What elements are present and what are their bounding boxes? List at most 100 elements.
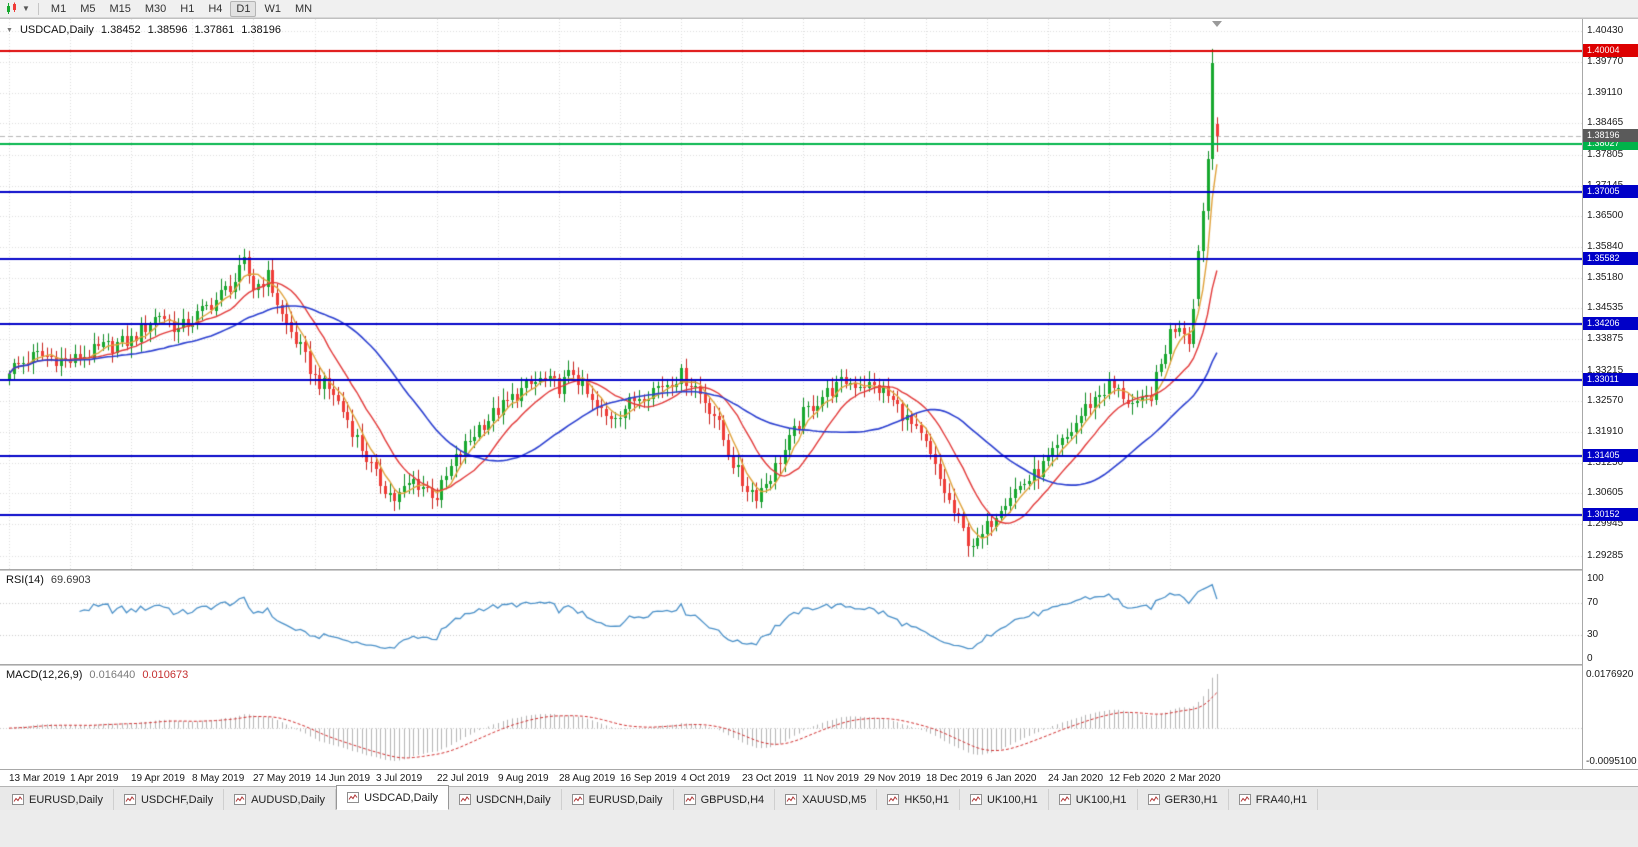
price-level-tag[interactable]: 1.37005 xyxy=(1583,185,1638,199)
chart-tab-icon xyxy=(123,794,136,805)
current-price-tag: 1.38196 xyxy=(1583,129,1638,143)
price-level-tag[interactable]: 1.33011 xyxy=(1583,373,1638,387)
chart-tab-label: EURUSD,Daily xyxy=(588,793,663,806)
time-axis-label: 22 Jul 2019 xyxy=(437,773,489,784)
chart-tab-xauusd-m5[interactable]: XAUUSD,M5 xyxy=(775,789,878,810)
chart-tab-icon xyxy=(234,794,247,805)
time-axis-label: 19 Apr 2019 xyxy=(131,773,185,784)
chart-tab-eurusd-daily[interactable]: EURUSD,Daily xyxy=(2,789,114,810)
price-axis-label: 1.29285 xyxy=(1587,549,1624,561)
time-axis: 13 Mar 2019 1 Apr 2019 19 Apr 2019 8 May 20… xyxy=(0,769,1638,787)
chart-tab-uk100-h1[interactable]: UK100,H1 xyxy=(1048,789,1138,810)
price-level-tag[interactable]: 1.34206 xyxy=(1583,316,1638,330)
price-axis-label: 1.31250 xyxy=(1587,457,1624,469)
pane-separator-macd[interactable] xyxy=(0,664,1638,666)
price-axis-label: 1.35840 xyxy=(1587,241,1624,252)
chart-type-icon[interactable] xyxy=(4,2,22,16)
price-axis-label: 1.33215 xyxy=(1587,364,1624,376)
time-axis-label: 24 Jan 2020 xyxy=(1048,773,1104,784)
macd-scale-max-label: 0.0176920 xyxy=(1586,669,1634,680)
chart-tab-hk50-h1[interactable]: HK50,H1 xyxy=(877,789,960,810)
chart-tab-label: GER30,H1 xyxy=(1164,793,1218,806)
ohlc-open-value: 1.38452 xyxy=(100,24,141,36)
price-axis-label: 1.32570 xyxy=(1587,394,1624,406)
price-axis-label: 1.30605 xyxy=(1587,487,1624,499)
chart-window: ▼ USDCAD,Daily 1.38452 1.38596 1.37861 1… xyxy=(0,18,1638,787)
price-level-tag[interactable]: 1.31405 xyxy=(1583,448,1638,462)
timeframe-button-w1[interactable]: W1 xyxy=(264,2,281,15)
timeframe-button-m15[interactable]: M15 xyxy=(109,2,131,15)
one-click-trading-arrow-icon[interactable]: ▼ xyxy=(6,26,13,34)
chart-tab-label: GBPUSD,H4 xyxy=(700,793,765,806)
price-axis-label: 1.39110 xyxy=(1587,87,1623,99)
rsi-scale-label: 70 xyxy=(1587,597,1599,608)
macd-pane-canvas[interactable] xyxy=(0,666,1582,769)
time-axis-label: 13 Mar 2019 xyxy=(9,773,66,784)
chart-tab-label: FRA40,H1 xyxy=(1255,793,1308,806)
timeframe-button-m5[interactable]: M5 xyxy=(80,2,96,15)
chart-tab-label: UK100,H1 xyxy=(1075,793,1127,806)
chart-tab-label: USDCHF,Daily xyxy=(140,793,214,806)
timeframe-button-m1[interactable]: M1 xyxy=(50,2,67,15)
chart-tab-icon xyxy=(785,794,798,805)
time-axis-label: 1 Apr 2019 xyxy=(70,773,119,784)
price-axis-label: 1.37805 xyxy=(1587,148,1624,160)
main-chart-canvas[interactable] xyxy=(0,19,1582,569)
chart-tab-icon xyxy=(1238,794,1251,805)
chart-tab-fra40-h1[interactable]: FRA40,H1 xyxy=(1228,789,1319,810)
time-axis-label: 29 Nov 2019 xyxy=(864,773,921,784)
chart-tab-label: AUDUSD,Daily xyxy=(251,793,326,806)
chart-tab-audusd-daily[interactable]: AUDUSD,Daily xyxy=(224,789,337,810)
toolbar: ▼ M1 M5 M15 M30 H1 H4 D1 W1 MN xyxy=(0,0,1638,18)
chart-tab-usdcnh-daily[interactable]: USDCNH,Daily xyxy=(449,789,562,810)
price-axis-label: 1.29945 xyxy=(1587,518,1624,530)
price-axis-label: 1.37145 xyxy=(1587,180,1623,191)
chart-tab-ger30-h1[interactable]: GER30,H1 xyxy=(1137,789,1229,810)
timeframe-button-mn[interactable]: MN xyxy=(294,2,313,15)
chart-tab-label: XAUUSD,M5 xyxy=(802,793,867,806)
time-axis-label: 3 Jul 2019 xyxy=(376,773,423,784)
timeframe-button-h1[interactable]: H1 xyxy=(180,2,195,15)
rsi-value: 69.6903 xyxy=(50,574,91,586)
chart-shift-marker[interactable] xyxy=(1212,21,1222,27)
time-axis-label: 6 Jan 2020 xyxy=(987,773,1037,784)
price-axis-label: 1.38465 xyxy=(1587,117,1624,129)
time-axis-label: 18 Dec 2019 xyxy=(926,773,983,784)
candlestick-icon xyxy=(7,2,16,14)
price-level-tag[interactable]: 1.40004 xyxy=(1583,44,1638,58)
chart-tab-label: USDCAD,Daily xyxy=(364,791,439,804)
chart-type-dropdown-caret[interactable]: ▼ xyxy=(22,4,30,13)
ohlc-high-value: 1.38596 xyxy=(147,24,188,36)
price-level-tag[interactable]: 1.35582 xyxy=(1583,252,1638,266)
chart-tab-icon xyxy=(1058,794,1071,805)
timeframe-button-d1[interactable]: D1 xyxy=(230,0,257,17)
chart-tab-label: USDCNH,Daily xyxy=(476,793,551,806)
chart-tabbar: EURUSD,Daily USDCHF,Daily AUDUSD,Daily USDC… xyxy=(0,785,1638,810)
time-axis-label: 23 Oct 2019 xyxy=(742,773,797,784)
chart-tab-label: HK50,H1 xyxy=(904,793,949,806)
macd-signal-value: 0.010673 xyxy=(142,669,189,681)
time-axis-label: 2 Mar 2020 xyxy=(1170,773,1221,784)
chart-symbol-label: USDCAD,Daily xyxy=(19,24,94,36)
time-axis-label: 27 May 2019 xyxy=(253,773,311,784)
macd-main-value: 0.016440 xyxy=(89,669,136,681)
pane-separator-rsi[interactable] xyxy=(0,569,1638,571)
chart-tab-eurusd-daily[interactable]: EURUSD,Daily xyxy=(561,789,674,810)
price-axis-label: 1.35180 xyxy=(1587,272,1624,284)
time-axis-label: 16 Sep 2019 xyxy=(620,773,677,784)
chart-tab-uk100-h1[interactable]: UK100,H1 xyxy=(959,789,1049,810)
rsi-header: RSI(14) 69.6903 xyxy=(6,574,91,586)
rsi-pane-canvas[interactable] xyxy=(0,571,1582,664)
timeframe-button-m30[interactable]: M30 xyxy=(144,2,167,15)
chart-tab-icon xyxy=(683,794,696,805)
time-axis-label: 14 Jun 2019 xyxy=(315,773,371,784)
chart-tab-usdchf-daily[interactable]: USDCHF,Daily xyxy=(113,789,225,810)
chart-tab-icon xyxy=(12,794,24,805)
timeframe-button-h4[interactable]: H4 xyxy=(208,2,223,15)
price-level-tag[interactable]: 1.30152 xyxy=(1583,507,1638,521)
chart-tab-gbpusd-h4[interactable]: GBPUSD,H4 xyxy=(673,789,776,810)
chart-tab-usdcad-daily[interactable]: USDCAD,Daily xyxy=(336,785,450,810)
time-axis-label: 9 Aug 2019 xyxy=(498,773,549,784)
rsi-label: RSI(14) xyxy=(6,574,44,586)
